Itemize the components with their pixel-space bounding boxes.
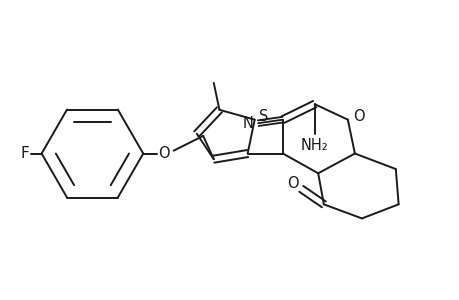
Text: O: O: [158, 146, 170, 161]
Text: F: F: [20, 146, 29, 161]
Text: N: N: [242, 116, 252, 131]
Text: NH₂: NH₂: [300, 138, 328, 153]
Text: S: S: [258, 109, 268, 124]
Text: O: O: [286, 176, 298, 191]
Text: O: O: [353, 109, 364, 124]
